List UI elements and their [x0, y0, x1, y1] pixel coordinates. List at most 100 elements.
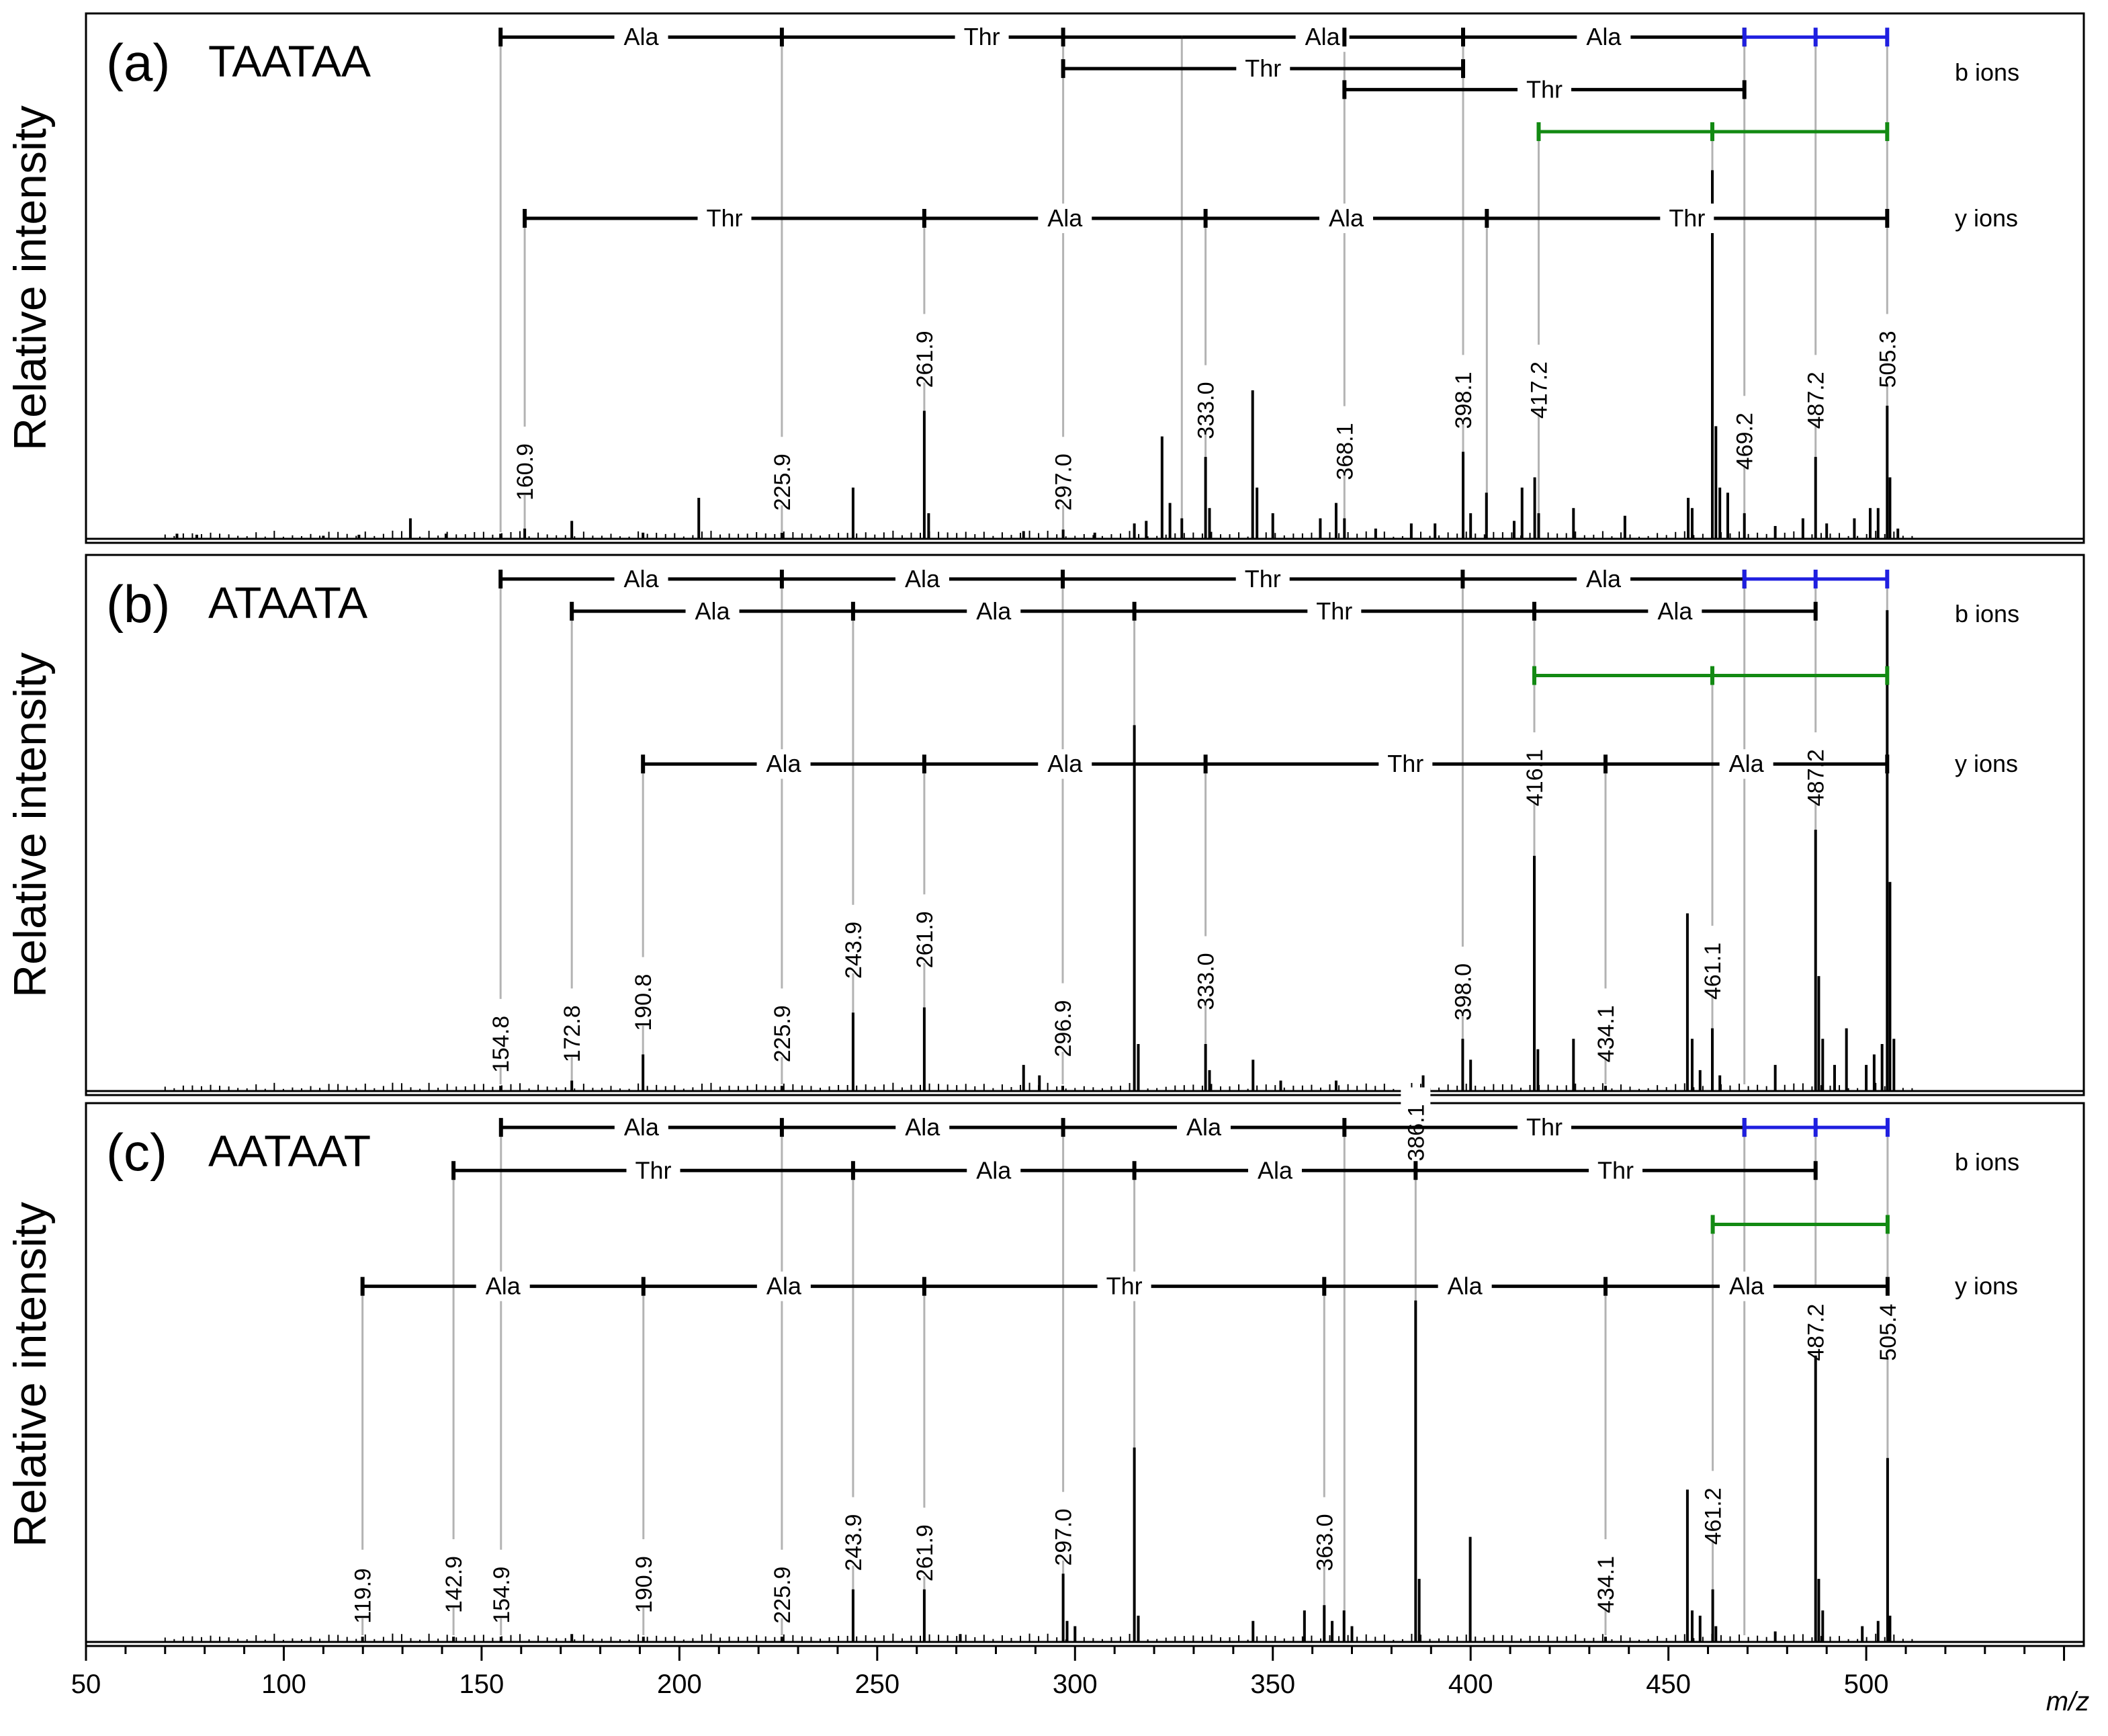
- x-tick-label: 350: [1250, 1669, 1295, 1699]
- peak-label-bg: [1872, 1287, 1902, 1356]
- peak-label: 487.2: [1804, 1304, 1829, 1361]
- residue-label-bg: [967, 1156, 1021, 1186]
- panel-a: Relative intensity (a) TAATAA b ions y ions 1…: [5, 12, 2085, 544]
- x-tick-label: 300: [1053, 1669, 1098, 1699]
- peak-label-bg: [1872, 314, 1902, 383]
- peak-label: 172.8: [560, 1005, 585, 1062]
- residue-label: Thr: [707, 204, 743, 232]
- residue-label: Ala: [905, 1113, 940, 1141]
- peak-label: 461.2: [1701, 1487, 1726, 1545]
- peak-label-bg: [1048, 983, 1078, 1052]
- peak-label: 261.9: [912, 911, 938, 968]
- residue-label: Thr: [1387, 750, 1423, 777]
- peak-label-bg: [1401, 1087, 1431, 1156]
- residue-label-bg: [1307, 596, 1362, 626]
- residue-label-bg: [1660, 203, 1714, 233]
- residue-label-bg: [1577, 22, 1631, 52]
- peak-label: 469.2: [1732, 413, 1758, 470]
- peak-label: 243.9: [841, 922, 867, 979]
- peak-label: 417.2: [1526, 361, 1552, 419]
- y-ions-label: y ions: [1955, 1272, 2018, 1300]
- panel-frame: [85, 1102, 2085, 1647]
- peak-label: 333.0: [1194, 382, 1219, 439]
- peak-label: 434.1: [1593, 1556, 1619, 1613]
- peak-label-bg: [1698, 925, 1728, 994]
- peak-label-bg: [766, 988, 797, 1057]
- residue-label: Thr: [964, 23, 1000, 50]
- residue-label: Ala: [905, 565, 940, 593]
- residue-label-bg: [1577, 564, 1631, 594]
- peak-label: 487.2: [1804, 749, 1829, 806]
- panel-c: Relative intensity (c) AATAAT b ions y ions 1…: [5, 1087, 2085, 1647]
- residue-label: Ala: [766, 1272, 802, 1300]
- peak-label: 333.0: [1194, 953, 1219, 1010]
- residue-label: Thr: [1106, 1272, 1143, 1300]
- y-ions-label: y ions: [1955, 204, 2018, 232]
- residue-label-bg: [1176, 1113, 1231, 1143]
- b-ions-label: b ions: [1955, 58, 2019, 86]
- x-tick-label: 500: [1844, 1669, 1889, 1699]
- residue-label-bg: [685, 596, 740, 626]
- peak-label: 505.4: [1876, 1304, 1901, 1361]
- residue-label: Ala: [1586, 23, 1622, 50]
- residue-label-bg: [1235, 564, 1290, 594]
- peak-label: 398.1: [1451, 372, 1477, 429]
- residue-label-bg: [1247, 1156, 1302, 1186]
- residue-label-bg: [1719, 1271, 1773, 1301]
- residue-label: Ala: [1258, 1156, 1293, 1184]
- peak-label: 142.9: [441, 1556, 467, 1613]
- peak-label: 461.1: [1700, 943, 1726, 1000]
- residue-label-bg: [756, 1271, 811, 1301]
- residue-label-bg: [1719, 749, 1773, 779]
- peak-label-bg: [1190, 365, 1221, 434]
- peak-label-bg: [486, 1549, 516, 1618]
- peak-label: 225.9: [770, 453, 795, 511]
- residue-label-bg: [1038, 203, 1092, 233]
- peak-label: 261.9: [912, 1524, 938, 1581]
- peak-label: 505.3: [1875, 331, 1900, 388]
- residue-label-bg: [1295, 22, 1350, 52]
- residue-label: Thr: [1316, 597, 1352, 625]
- x-tick-label: 450: [1646, 1669, 1691, 1699]
- peak-label: 154.8: [488, 1016, 514, 1073]
- x-tick-label: 100: [261, 1669, 306, 1699]
- residue-label: Ala: [1729, 750, 1765, 777]
- residue-label-bg: [967, 596, 1021, 626]
- x-axis: 50 100 150 200 250 300 350 400 450 500 m/z: [71, 1646, 2089, 1717]
- peak-label: 243.9: [841, 1514, 867, 1571]
- x-tick-label: 250: [854, 1669, 899, 1699]
- peak-label: 368.1: [1332, 423, 1358, 480]
- peak-label-bg: [1800, 355, 1831, 424]
- b-ions-label: b ions: [1955, 600, 2019, 627]
- peak-label-bg: [838, 904, 868, 973]
- residue-label: Thr: [1669, 204, 1705, 232]
- peak-label-bg: [510, 427, 540, 496]
- peak-label: 160.9: [513, 443, 538, 501]
- residue-label-bg: [614, 564, 668, 594]
- peak-label: 416.1: [1522, 749, 1548, 806]
- residue-label-bg: [1236, 54, 1290, 84]
- panel-label: (a): [106, 33, 170, 92]
- y-ions-label: y ions: [1955, 750, 2018, 777]
- residue-label-bg: [626, 1156, 680, 1186]
- peak-label-bg: [1729, 396, 1759, 465]
- residue-label: Ala: [976, 1156, 1012, 1184]
- peak-label-bg: [838, 1497, 868, 1566]
- residue-label-bg: [1097, 1271, 1151, 1301]
- residue-label: Ala: [486, 1272, 521, 1300]
- peak-label-bg: [766, 437, 797, 506]
- residue-label: Ala: [624, 23, 660, 50]
- residue-label-bg: [614, 22, 668, 52]
- residue-label: Ala: [695, 597, 731, 625]
- peak-label: 398.0: [1450, 963, 1476, 1021]
- peak-label-bg: [486, 998, 516, 1068]
- peak-label: 261.9: [912, 331, 938, 388]
- peak-label-bg: [1048, 437, 1078, 506]
- residue-label: Thr: [1245, 565, 1281, 593]
- residue-label: Ala: [1448, 1272, 1483, 1300]
- sequence-label: ATAATA: [208, 578, 367, 627]
- residue-label-bg: [1378, 749, 1433, 779]
- residue-label: Ala: [624, 565, 660, 593]
- peak-label-bg: [439, 1539, 469, 1608]
- peak-label: 225.9: [770, 1567, 795, 1624]
